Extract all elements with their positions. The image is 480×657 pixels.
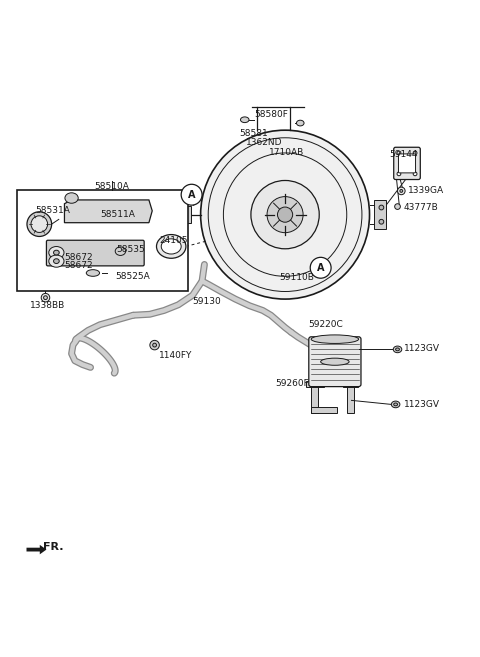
Ellipse shape: [44, 296, 48, 300]
Text: 1123GV: 1123GV: [404, 400, 440, 409]
Ellipse shape: [397, 151, 401, 155]
Ellipse shape: [297, 120, 304, 126]
Ellipse shape: [150, 340, 159, 350]
Text: 59220C: 59220C: [308, 321, 343, 329]
Bar: [343, 381, 358, 386]
Bar: [347, 382, 354, 413]
Ellipse shape: [49, 255, 64, 267]
Text: 59110B: 59110B: [279, 273, 314, 281]
Text: 1123GV: 1123GV: [404, 344, 440, 353]
Text: A: A: [317, 263, 324, 273]
Bar: [374, 200, 386, 229]
Ellipse shape: [394, 403, 397, 406]
Text: 59130: 59130: [192, 297, 221, 306]
Ellipse shape: [267, 196, 303, 233]
Polygon shape: [26, 545, 47, 555]
Text: 1140FY: 1140FY: [159, 351, 192, 360]
Ellipse shape: [31, 215, 48, 233]
Ellipse shape: [201, 130, 370, 299]
FancyBboxPatch shape: [398, 154, 416, 173]
Ellipse shape: [54, 250, 59, 255]
Ellipse shape: [27, 212, 52, 237]
Text: 58580F: 58580F: [254, 110, 288, 119]
Ellipse shape: [277, 207, 293, 222]
Ellipse shape: [413, 172, 417, 175]
Ellipse shape: [240, 117, 249, 123]
Text: 1362ND: 1362ND: [246, 138, 282, 147]
Bar: [184, 206, 191, 223]
Ellipse shape: [393, 346, 402, 353]
Ellipse shape: [400, 189, 403, 193]
Ellipse shape: [181, 184, 202, 205]
Ellipse shape: [115, 247, 126, 256]
Ellipse shape: [379, 219, 384, 224]
Text: A: A: [188, 190, 195, 200]
Text: 1710AB: 1710AB: [269, 148, 305, 156]
Ellipse shape: [86, 269, 99, 277]
Text: 58672: 58672: [64, 253, 93, 262]
Ellipse shape: [54, 259, 59, 263]
Text: 58672: 58672: [64, 261, 93, 271]
Text: 59260F: 59260F: [276, 378, 309, 388]
Ellipse shape: [395, 204, 400, 210]
Text: 58525A: 58525A: [116, 272, 150, 281]
FancyBboxPatch shape: [309, 337, 361, 386]
Bar: [17, 190, 188, 292]
FancyBboxPatch shape: [394, 147, 420, 179]
Ellipse shape: [41, 294, 50, 302]
Text: 58531A: 58531A: [35, 206, 70, 215]
Text: 58581: 58581: [239, 129, 268, 137]
Ellipse shape: [413, 151, 417, 155]
Ellipse shape: [310, 258, 331, 278]
Text: FR.: FR.: [43, 542, 64, 552]
Text: 58535: 58535: [117, 245, 145, 254]
Polygon shape: [64, 200, 152, 223]
Ellipse shape: [397, 172, 401, 175]
Ellipse shape: [379, 205, 384, 210]
Text: 24105: 24105: [159, 236, 188, 245]
Text: 58511A: 58511A: [100, 210, 135, 219]
Ellipse shape: [251, 181, 319, 249]
Ellipse shape: [397, 187, 405, 194]
Ellipse shape: [311, 335, 359, 344]
Ellipse shape: [65, 193, 78, 203]
Bar: [311, 407, 337, 413]
Text: 59144: 59144: [389, 150, 418, 158]
Text: 1338BB: 1338BB: [30, 301, 66, 310]
Ellipse shape: [391, 401, 400, 408]
FancyBboxPatch shape: [47, 240, 144, 266]
Ellipse shape: [153, 343, 156, 347]
Text: 1339GA: 1339GA: [408, 187, 444, 195]
Bar: [306, 381, 324, 386]
Text: 58510A: 58510A: [95, 182, 129, 191]
Ellipse shape: [321, 358, 349, 365]
Bar: [311, 382, 318, 413]
Text: 43777B: 43777B: [404, 203, 438, 212]
Ellipse shape: [161, 239, 181, 254]
Ellipse shape: [396, 348, 399, 351]
Ellipse shape: [156, 235, 186, 258]
Ellipse shape: [49, 246, 64, 259]
